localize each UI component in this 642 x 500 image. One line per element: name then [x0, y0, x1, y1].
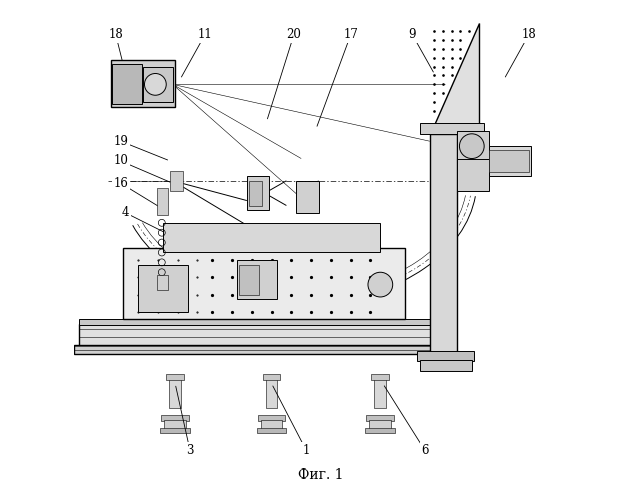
Bar — [79, 324, 440, 346]
Bar — [74, 345, 445, 354]
Bar — [170, 171, 182, 190]
Bar — [369, 420, 391, 430]
Bar — [457, 158, 489, 190]
Text: 16: 16 — [113, 177, 128, 190]
Text: 19: 19 — [113, 134, 128, 147]
Bar — [372, 374, 389, 380]
Bar — [163, 223, 380, 252]
Bar — [164, 420, 186, 430]
Text: 4: 4 — [122, 206, 130, 220]
Bar — [249, 181, 262, 206]
Bar — [112, 64, 142, 104]
Text: 18: 18 — [521, 28, 536, 42]
Bar — [247, 176, 269, 210]
Text: Фиг. 1: Фиг. 1 — [299, 468, 343, 482]
Bar — [489, 146, 531, 176]
Bar — [138, 265, 187, 312]
Text: 18: 18 — [108, 28, 123, 42]
Bar — [296, 181, 318, 213]
Bar — [157, 188, 168, 216]
Bar — [417, 352, 474, 361]
Bar — [169, 378, 181, 408]
Text: 10: 10 — [113, 154, 128, 168]
Bar — [420, 123, 484, 134]
Bar — [166, 374, 184, 380]
Bar — [261, 420, 282, 430]
Bar — [420, 360, 472, 371]
Circle shape — [460, 134, 484, 158]
Text: 1: 1 — [302, 444, 310, 457]
Bar — [239, 265, 259, 294]
Bar — [257, 428, 286, 433]
Bar — [429, 134, 457, 354]
Bar — [489, 150, 528, 172]
Text: 3: 3 — [186, 444, 194, 457]
Bar — [79, 319, 440, 325]
Bar — [143, 67, 173, 102]
Bar — [123, 248, 405, 319]
Polygon shape — [429, 22, 479, 134]
Bar — [160, 428, 190, 433]
Circle shape — [144, 74, 166, 95]
Bar — [266, 378, 277, 408]
Bar — [111, 60, 175, 106]
Text: 20: 20 — [286, 28, 301, 42]
Text: 17: 17 — [343, 28, 358, 42]
Text: 11: 11 — [198, 28, 212, 42]
Bar — [374, 378, 386, 408]
Bar — [263, 374, 281, 380]
Bar — [365, 428, 395, 433]
Circle shape — [368, 272, 393, 297]
Bar — [161, 414, 189, 420]
Text: 6: 6 — [421, 444, 429, 457]
Bar — [257, 414, 286, 420]
Bar — [367, 414, 394, 420]
Text: 9: 9 — [409, 28, 416, 42]
Bar — [237, 260, 277, 300]
Bar — [157, 274, 168, 289]
Bar — [457, 132, 489, 161]
